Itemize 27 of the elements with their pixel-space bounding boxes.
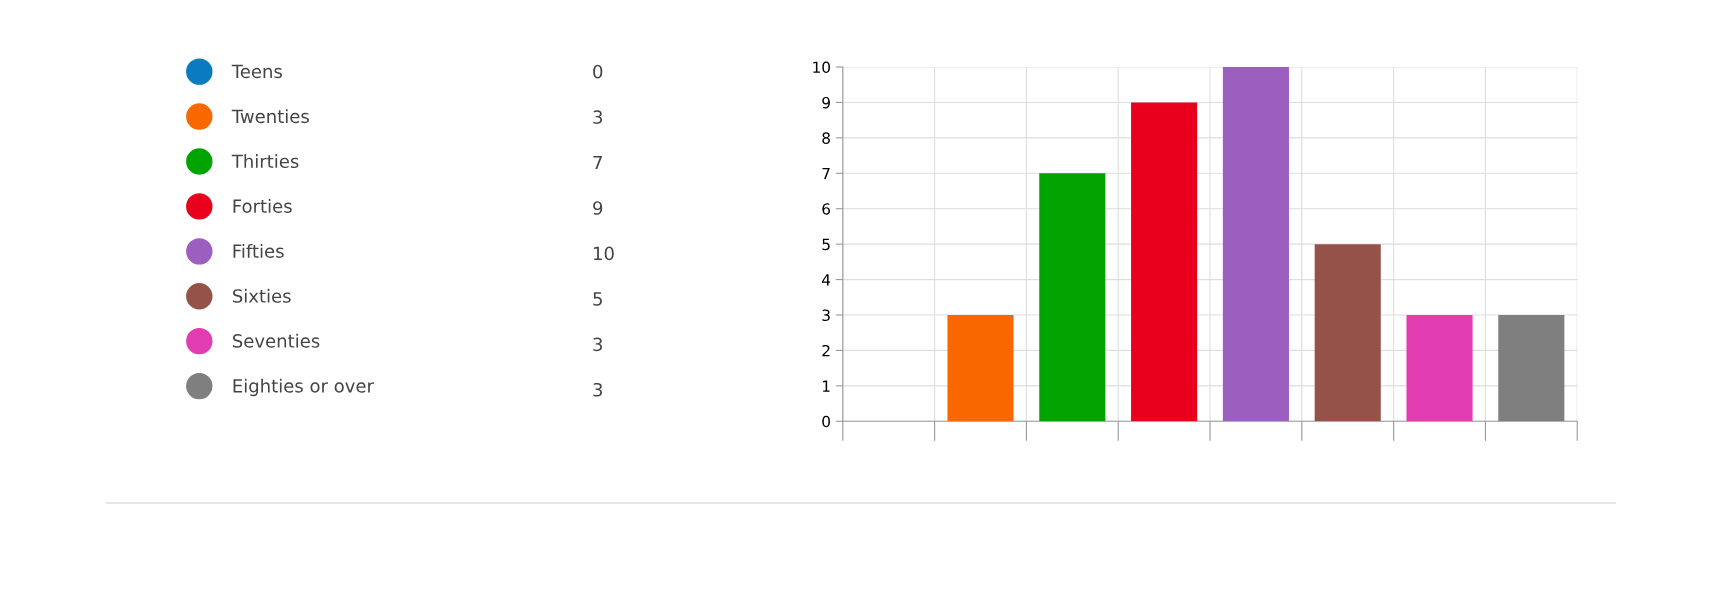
- legend-label: Teens: [231, 64, 282, 79]
- text: 7: [593, 155, 602, 170]
- y-tick-label: 1: [822, 380, 830, 392]
- y-tick-label: 3: [822, 309, 830, 322]
- y-tick-label: 10: [813, 61, 830, 74]
- y-tick-label: 5: [822, 238, 830, 251]
- text: 9: [593, 201, 603, 215]
- y-tick-label: 7: [822, 167, 830, 180]
- text: 0: [593, 64, 603, 79]
- legend-label: Sixties: [233, 288, 291, 303]
- text: 3: [593, 382, 603, 397]
- y-tick-label: 2: [822, 344, 830, 357]
- text: 5: [593, 292, 602, 306]
- y-tick-label: 9: [822, 96, 830, 109]
- y-tick-label: 4: [822, 274, 831, 286]
- text: 3: [593, 337, 603, 352]
- text: 3: [593, 110, 603, 124]
- legend-label: Fifties: [233, 243, 284, 258]
- legend-label: Seventies: [233, 333, 320, 348]
- y-tick-label: 6: [822, 203, 831, 215]
- text: 10: [593, 246, 614, 261]
- legend-label: Twenties: [231, 109, 309, 124]
- y-tick-label: 8: [822, 132, 830, 144]
- legend-label: Eighties or over: [233, 378, 374, 397]
- legend-label: Thirties: [231, 154, 299, 169]
- y-tick-label: 0: [822, 415, 830, 428]
- legend-label: Forties: [233, 199, 292, 213]
